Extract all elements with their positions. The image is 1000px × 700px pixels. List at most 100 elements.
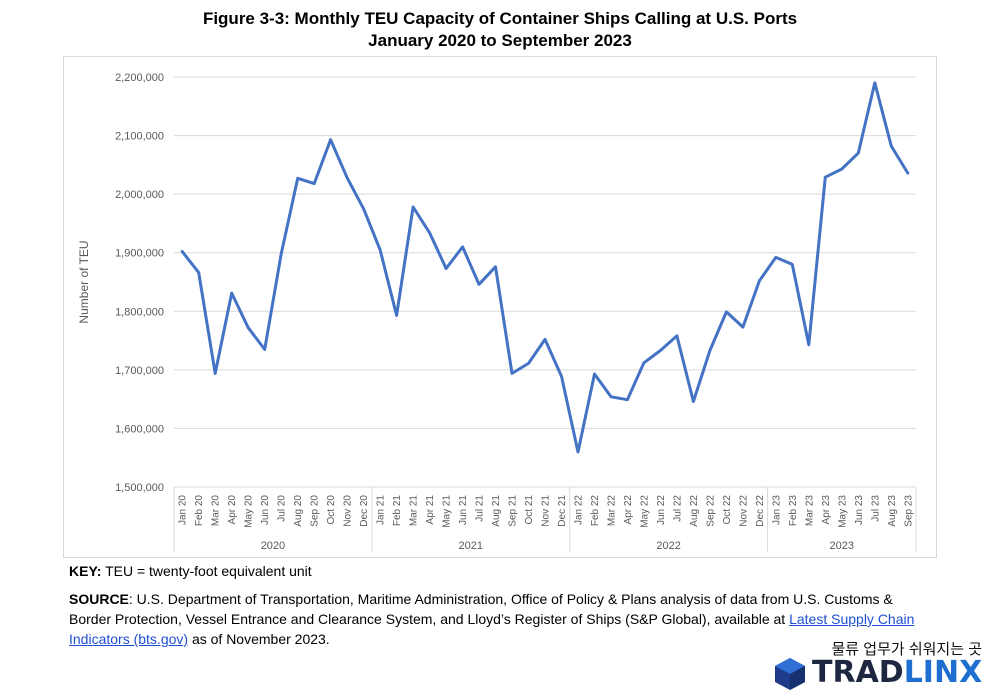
x-tick-label: Jun 22 bbox=[656, 495, 667, 525]
x-tick-label: May 20 bbox=[244, 495, 255, 528]
data-point bbox=[362, 207, 365, 210]
brand-word-part-1: TRAD bbox=[812, 655, 904, 690]
x-tick-label: Feb 20 bbox=[194, 495, 205, 527]
x-tick-label: Feb 21 bbox=[392, 495, 403, 527]
x-tick-label: Sep 23 bbox=[903, 495, 914, 527]
brand-watermark: 물류 업무가 쉬워지는 곳 TRADLINX bbox=[772, 638, 982, 694]
source-tail: as of November 2023. bbox=[188, 631, 330, 647]
x-tick-label: Oct 22 bbox=[722, 495, 733, 525]
data-point bbox=[230, 291, 233, 295]
x-tick-label: Nov 20 bbox=[343, 495, 354, 527]
data-point bbox=[774, 256, 778, 259]
x-tick-label: Feb 22 bbox=[590, 495, 601, 527]
data-point bbox=[543, 338, 547, 341]
data-point bbox=[477, 283, 481, 286]
y-tick-label: 1,500,000 bbox=[115, 482, 164, 494]
data-point bbox=[807, 343, 811, 346]
x-tick-label: Aug 22 bbox=[689, 495, 700, 527]
y-tick-label: 1,600,000 bbox=[115, 423, 164, 435]
x-tick-label: Oct 20 bbox=[326, 495, 337, 525]
key-label: KEY: bbox=[69, 563, 102, 579]
data-point bbox=[758, 279, 761, 283]
x-tick-label: Jan 22 bbox=[573, 495, 584, 525]
y-axis-label: Number of TEU bbox=[77, 240, 91, 323]
data-point bbox=[593, 372, 596, 376]
source-label: SOURCE bbox=[69, 591, 129, 607]
x-tick-label: Aug 21 bbox=[491, 495, 502, 527]
data-point bbox=[263, 348, 266, 351]
x-tick-label: Oct 21 bbox=[524, 495, 535, 525]
data-point bbox=[725, 310, 728, 314]
data-point bbox=[378, 248, 382, 251]
title-line-1: Figure 3-3: Monthly TEU Capacity of Cont… bbox=[202, 9, 798, 28]
x-tick-label: Mar 23 bbox=[804, 495, 815, 527]
series-line bbox=[180, 81, 910, 454]
data-point bbox=[675, 334, 679, 338]
data-point bbox=[444, 267, 448, 270]
data-point bbox=[659, 349, 662, 352]
x-tick-label: Dec 22 bbox=[755, 495, 766, 527]
data-point bbox=[741, 325, 745, 329]
x-tick-label: Apr 23 bbox=[821, 495, 832, 525]
chart-area: 1,500,000 1,600,000 1,700,000 1,800,000 1,90… bbox=[63, 56, 937, 558]
data-point bbox=[527, 362, 530, 365]
data-point bbox=[510, 372, 514, 375]
tradlinx-logo-icon bbox=[775, 658, 805, 690]
x-tick-label: Jul 23 bbox=[870, 495, 881, 522]
x-tick-label: Jan 23 bbox=[771, 495, 782, 525]
x-tick-label: Mar 20 bbox=[211, 495, 222, 527]
x-tick-label: Nov 22 bbox=[738, 495, 749, 527]
data-point bbox=[609, 395, 613, 398]
year-label: 2023 bbox=[830, 540, 854, 552]
x-tick-label: Nov 21 bbox=[541, 495, 552, 527]
x-tick-label: Jun 23 bbox=[854, 495, 865, 525]
data-point bbox=[840, 167, 843, 171]
x-tick-label: Jun 20 bbox=[260, 495, 271, 525]
x-tick-label: Aug 23 bbox=[887, 495, 898, 527]
x-tick-label: Jan 20 bbox=[178, 495, 189, 525]
data-point bbox=[181, 250, 184, 253]
year-label: 2021 bbox=[459, 540, 483, 552]
x-tick-label: Aug 20 bbox=[293, 495, 304, 527]
source-link[interactable]: Latest Supply Chain Indicators (bts.gov) bbox=[69, 611, 915, 647]
x-tick-label: Dec 20 bbox=[359, 495, 370, 527]
data-point bbox=[576, 450, 580, 454]
line-chart: 1,500,000 1,600,000 1,700,000 1,800,000 1,90… bbox=[77, 72, 917, 552]
data-point bbox=[857, 151, 860, 155]
year-label: 2022 bbox=[656, 540, 680, 552]
x-tick-label: Jul 22 bbox=[672, 495, 683, 522]
x-tick-label: May 23 bbox=[837, 495, 848, 528]
data-point bbox=[329, 138, 332, 141]
x-tick-label: Apr 21 bbox=[425, 495, 436, 525]
x-tick-label: Apr 20 bbox=[227, 495, 238, 525]
data-point bbox=[890, 144, 893, 148]
data-point bbox=[494, 265, 497, 268]
x-tick-label: Jul 21 bbox=[475, 495, 486, 522]
x-tick-label: May 22 bbox=[639, 495, 650, 528]
x-tick-label: Feb 23 bbox=[788, 495, 799, 527]
data-point bbox=[345, 176, 349, 179]
data-point bbox=[791, 263, 794, 266]
y-tick-label: 2,200,000 bbox=[115, 72, 164, 84]
data-point bbox=[824, 175, 827, 179]
data-point bbox=[214, 372, 217, 375]
y-tick-label: 2,000,000 bbox=[115, 189, 164, 201]
data-point bbox=[642, 361, 646, 365]
data-point bbox=[312, 182, 316, 185]
y-tick-label: 1,700,000 bbox=[115, 365, 164, 377]
data-point bbox=[626, 398, 629, 401]
data-point bbox=[692, 400, 695, 403]
source-text: : U.S. Department of Transportation, Mar… bbox=[69, 591, 893, 627]
data-point bbox=[873, 81, 876, 85]
source-note: SOURCE: U.S. Department of Transportatio… bbox=[69, 589, 929, 649]
x-tick-label: Mar 22 bbox=[606, 495, 617, 527]
data-point bbox=[461, 245, 464, 249]
brand-word-part-2: LINX bbox=[903, 655, 983, 690]
data-point bbox=[296, 177, 299, 180]
data-point bbox=[708, 349, 712, 352]
key-text: TEU = twenty-foot equivalent unit bbox=[105, 563, 312, 579]
chart-title: Figure 3-3: Monthly TEU Capacity of Cont… bbox=[0, 8, 1000, 52]
x-tick-label: Mar 21 bbox=[409, 495, 420, 527]
data-point bbox=[279, 252, 283, 256]
x-tick-label: May 21 bbox=[442, 495, 453, 528]
